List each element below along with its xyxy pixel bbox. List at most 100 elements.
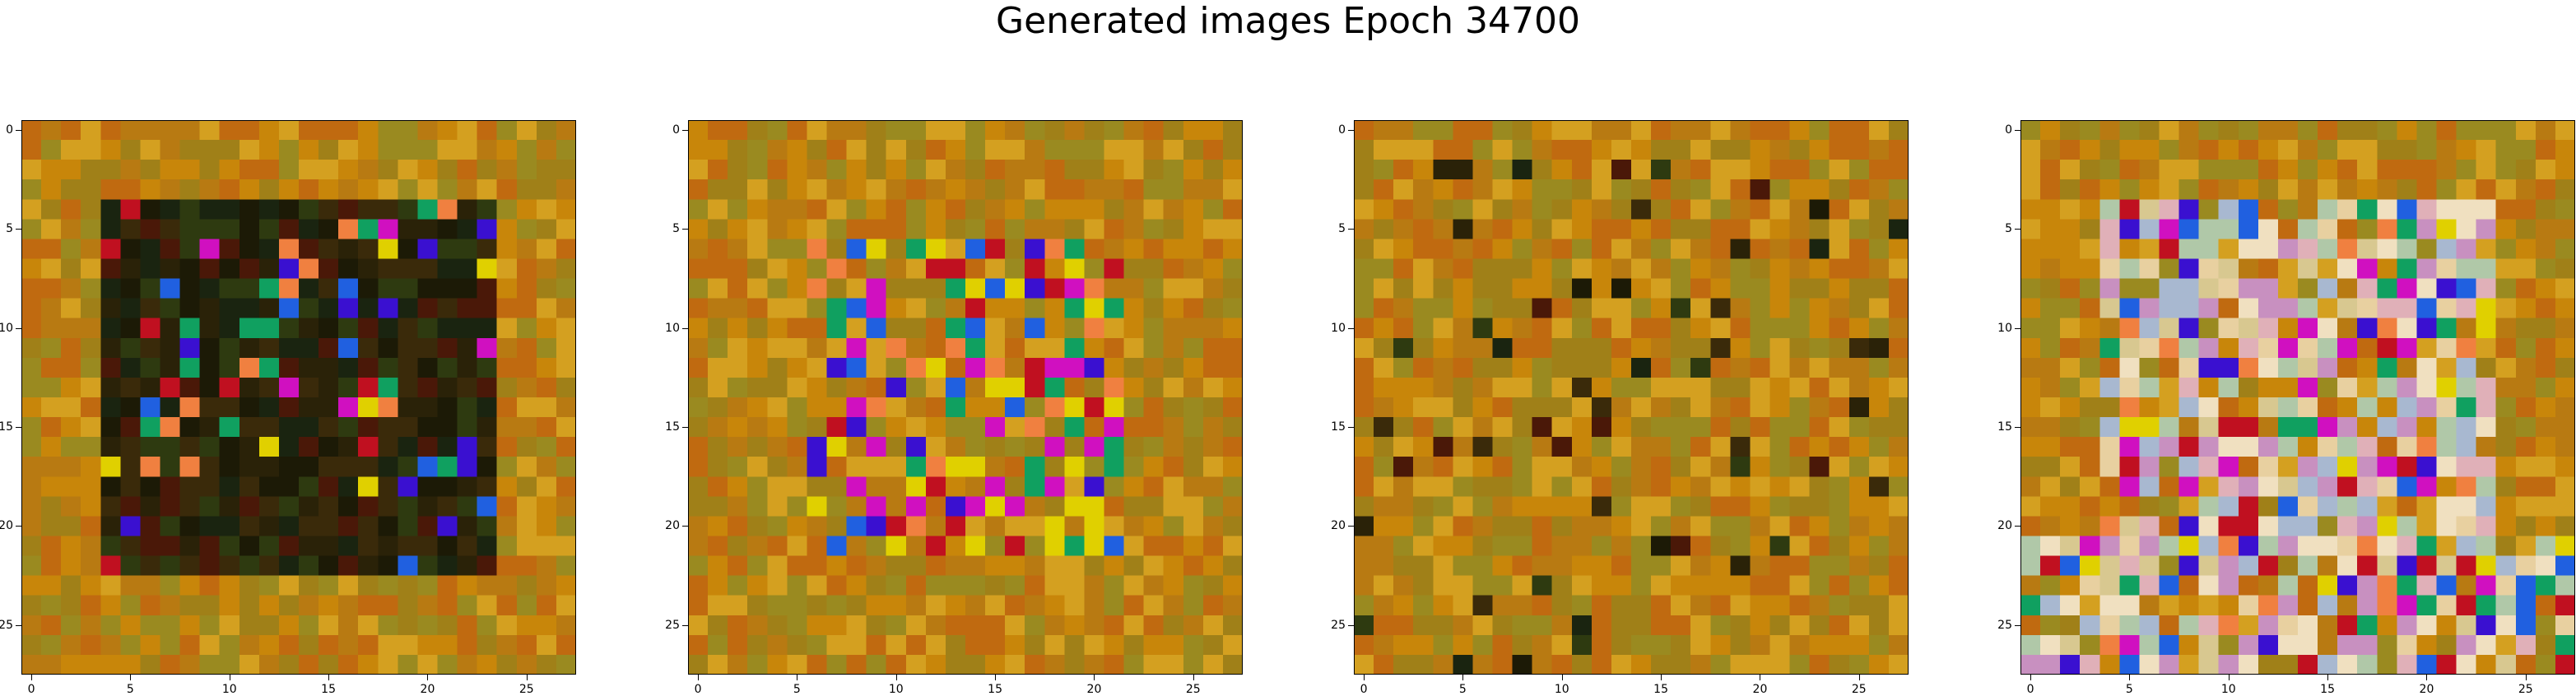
image-3-x-tick-label: 0 [1360, 683, 1368, 696]
image-2-y-tick [682, 526, 688, 527]
image-4-y-tick-label: 25 [1997, 618, 2012, 632]
image-4-x-tick-label: 5 [2125, 683, 2133, 696]
image-3-x-tick-label: 25 [1851, 683, 1867, 696]
image-4-x-tick [2525, 675, 2527, 680]
image-3-x-tick [1858, 675, 1860, 680]
image-3-x-tick [1561, 675, 1563, 680]
image-4-y-tick [2015, 624, 2020, 626]
image-3-x-tick [1462, 675, 1464, 680]
image-4-y-tick-label: 5 [2005, 222, 2012, 236]
image-4-x-tick-label: 20 [2419, 683, 2434, 696]
image-4-x-tick [2129, 675, 2131, 680]
image-4-x-tick [2030, 675, 2032, 680]
image-1-y-tick [16, 327, 21, 329]
image-2-x-tick [995, 675, 997, 680]
image-2-x-tick-label: 25 [1185, 683, 1201, 696]
image-1-x-tick [130, 675, 132, 680]
image-3-x-tick-label: 20 [1752, 683, 1768, 696]
image-2-y-tick-label: 25 [665, 618, 680, 632]
image-1-y-tick [16, 624, 21, 626]
image-1-y-tick [16, 526, 21, 527]
image-3-x-tick [1661, 675, 1662, 680]
image-1-y-tick-label: 25 [0, 618, 13, 632]
image-4-y-tick-label: 0 [2005, 123, 2012, 137]
image-4-x-tick-label: 15 [2320, 683, 2336, 696]
image-4-x-tick-label: 25 [2518, 683, 2533, 696]
image-3-y-tick [1348, 229, 1354, 230]
image-4-y-tick [2015, 526, 2020, 527]
image-4-y-tick [2015, 130, 2020, 132]
image-1-x-tick-label: 0 [27, 683, 35, 696]
image-2-y-tick-label: 20 [665, 519, 680, 533]
generated-image-1: 0 5 10 15 20 25 0 5 10 15 20 25 [0, 120, 576, 696]
image-2-pixels [688, 120, 1243, 675]
image-1-y-tick-label: 20 [0, 519, 13, 533]
image-4-y-tick [2015, 327, 2020, 329]
image-2-y-tick-label: 0 [672, 123, 680, 137]
image-4-y-tick-label: 20 [1997, 519, 2012, 533]
image-4-x-tick-label: 10 [2220, 683, 2236, 696]
generated-image-2: 0 5 10 15 20 25 0 5 10 15 20 25 [665, 120, 1243, 696]
generated-image-4: 0 5 10 15 20 25 0 5 10 15 20 25 [1997, 120, 2575, 696]
image-4-y-tick-label: 10 [1997, 321, 2012, 335]
image-3-x-tick-label: 5 [1458, 683, 1467, 696]
generated-image-3: 0 5 10 15 20 25 0 5 10 15 20 25 [1331, 120, 1909, 696]
figure-title: Generated images Epoch 34700 [995, 0, 1581, 42]
image-1-x-tick-label: 5 [126, 683, 134, 696]
image-2-x-tick [1094, 675, 1095, 680]
image-4-pixels [2020, 120, 2575, 675]
image-1-y-tick [16, 229, 21, 230]
image-2-y-tick [682, 229, 688, 230]
image-2-y-tick-label: 15 [665, 420, 680, 434]
image-1-x-tick [427, 675, 429, 680]
image-1-y-tick [16, 427, 21, 429]
image-2-y-tick-label: 10 [665, 321, 680, 335]
image-3-x-tick [1364, 675, 1365, 680]
image-2-y-tick [682, 427, 688, 429]
image-1-x-tick [526, 675, 528, 680]
image-2-x-tick-label: 10 [888, 683, 904, 696]
image-1-y-tick-label: 5 [6, 222, 13, 236]
image-3-y-tick-label: 10 [1331, 321, 1346, 335]
image-4-x-tick [2426, 675, 2428, 680]
image-1-x-tick-label: 15 [321, 683, 337, 696]
image-3-y-tick-label: 20 [1331, 519, 1346, 533]
image-3-y-tick-label: 15 [1331, 420, 1346, 434]
image-2-x-tick-label: 0 [694, 683, 702, 696]
image-2-y-tick-label: 5 [672, 222, 680, 236]
image-2-x-tick [1193, 675, 1194, 680]
image-3-y-tick-label: 0 [1338, 123, 1346, 137]
image-3-y-tick [1348, 130, 1354, 132]
image-2-x-tick-label: 20 [1086, 683, 1102, 696]
image-4-x-tick [2327, 675, 2329, 680]
image-1-y-tick [16, 130, 21, 132]
image-1-y-tick-label: 10 [0, 321, 13, 335]
image-1-y-tick-label: 15 [0, 420, 13, 434]
image-4-x-tick-label: 0 [2026, 683, 2034, 696]
image-3-x-tick-label: 15 [1653, 683, 1669, 696]
image-1-x-tick-label: 20 [420, 683, 435, 696]
image-1-x-tick-label: 10 [221, 683, 237, 696]
image-3-y-tick-label: 25 [1331, 618, 1346, 632]
image-4-y-tick [2015, 427, 2020, 429]
image-1-y-tick-label: 0 [6, 123, 13, 137]
image-2-y-tick [682, 327, 688, 329]
image-3-y-tick-label: 5 [1338, 222, 1346, 236]
image-3-y-tick [1348, 327, 1354, 329]
image-3-x-tick-label: 10 [1554, 683, 1569, 696]
image-2-x-tick [698, 675, 700, 680]
image-2-y-tick [682, 130, 688, 132]
image-1-pixels [21, 120, 576, 675]
image-2-x-tick-label: 5 [793, 683, 801, 696]
image-1-x-tick [328, 675, 330, 680]
image-2-x-tick [895, 675, 897, 680]
image-1-x-tick-label: 25 [518, 683, 534, 696]
image-3-y-tick [1348, 624, 1354, 626]
image-4-y-tick-label: 15 [1997, 420, 2012, 434]
image-1-x-tick [31, 675, 33, 680]
image-3-pixels [1354, 120, 1909, 675]
image-4-y-tick [2015, 229, 2020, 230]
image-3-y-tick [1348, 427, 1354, 429]
image-3-y-tick [1348, 526, 1354, 527]
image-4-x-tick [2228, 675, 2230, 680]
